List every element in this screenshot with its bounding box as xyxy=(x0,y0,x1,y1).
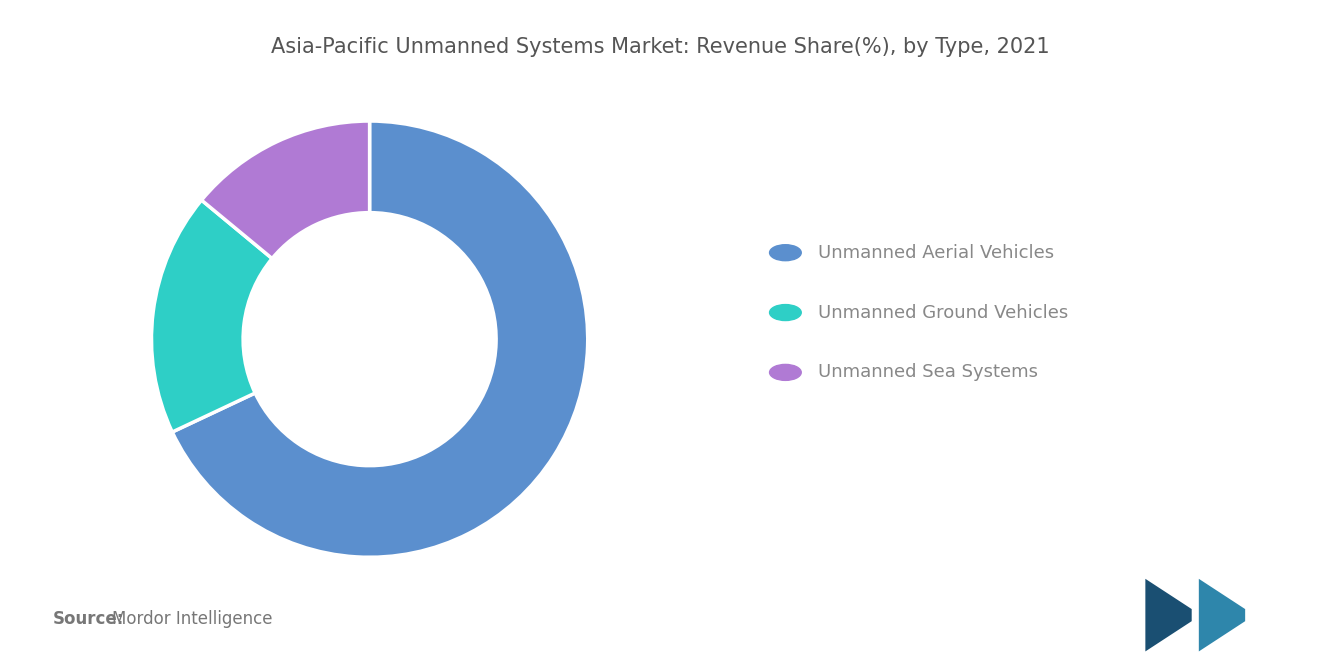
Wedge shape xyxy=(152,200,272,432)
Text: Unmanned Aerial Vehicles: Unmanned Aerial Vehicles xyxy=(818,243,1055,262)
Text: Mordor Intelligence: Mordor Intelligence xyxy=(112,610,273,628)
Text: Unmanned Sea Systems: Unmanned Sea Systems xyxy=(818,363,1039,382)
Wedge shape xyxy=(202,121,370,259)
Text: Asia-Pacific Unmanned Systems Market: Revenue Share(%), by Type, 2021: Asia-Pacific Unmanned Systems Market: Re… xyxy=(271,37,1049,57)
Text: Unmanned Ground Vehicles: Unmanned Ground Vehicles xyxy=(818,303,1069,322)
Text: Source:: Source: xyxy=(53,610,124,628)
Wedge shape xyxy=(172,121,587,557)
Polygon shape xyxy=(1146,579,1192,652)
Polygon shape xyxy=(1199,579,1245,652)
